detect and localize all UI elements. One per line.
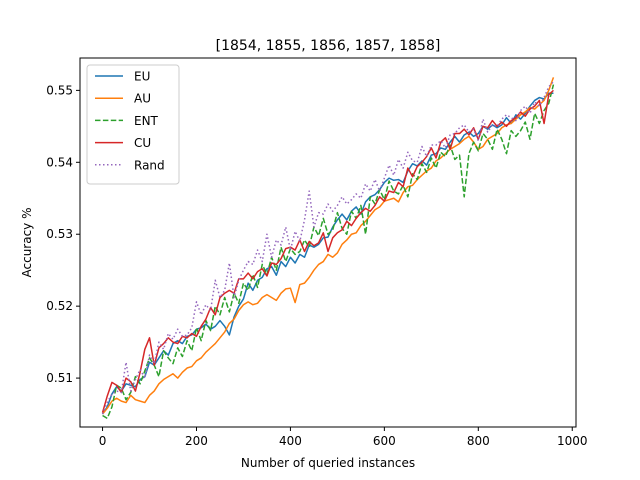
legend-label-au: AU (134, 92, 151, 106)
x-tick-label: 600 (373, 434, 396, 448)
x-tick-label: 400 (279, 434, 302, 448)
legend-box (86, 64, 180, 185)
legend-label-eu: EU (134, 70, 150, 84)
x-tick-label: 800 (467, 434, 490, 448)
y-axis-label: Accuracy % (20, 207, 34, 277)
legend-label-ent: ENT (134, 114, 159, 128)
y-tick-label: 0.55 (46, 83, 73, 97)
y-tick-label: 0.54 (46, 155, 73, 169)
series-line-rand (101, 81, 554, 415)
legend-label-rand: Rand (134, 158, 165, 172)
series-line-eu (101, 92, 554, 415)
series-layer (101, 77, 555, 420)
plot-area (79, 57, 577, 428)
y-tick-label: 0.52 (46, 299, 73, 313)
x-axis-label: Number of queried instances (241, 456, 415, 470)
y-axis: 0.51 0.52 0.53 0.54 0.55 (46, 83, 80, 385)
x-tick-label: 0 (99, 434, 107, 448)
series-line-ent (102, 84, 555, 420)
x-axis: 0 200 400 600 800 1000 (99, 427, 588, 448)
axes-frame (79, 57, 577, 428)
chart-title: [1854, 1855, 1856, 1857, 1858] (216, 38, 441, 54)
legend-label-cu: CU (134, 136, 151, 150)
x-tick-label: 1000 (557, 434, 588, 448)
legend: EU AU ENT CU Rand (86, 64, 180, 185)
x-tick-label: 200 (185, 434, 208, 448)
y-tick-label: 0.51 (46, 371, 73, 385)
y-tick-label: 0.53 (46, 227, 73, 241)
